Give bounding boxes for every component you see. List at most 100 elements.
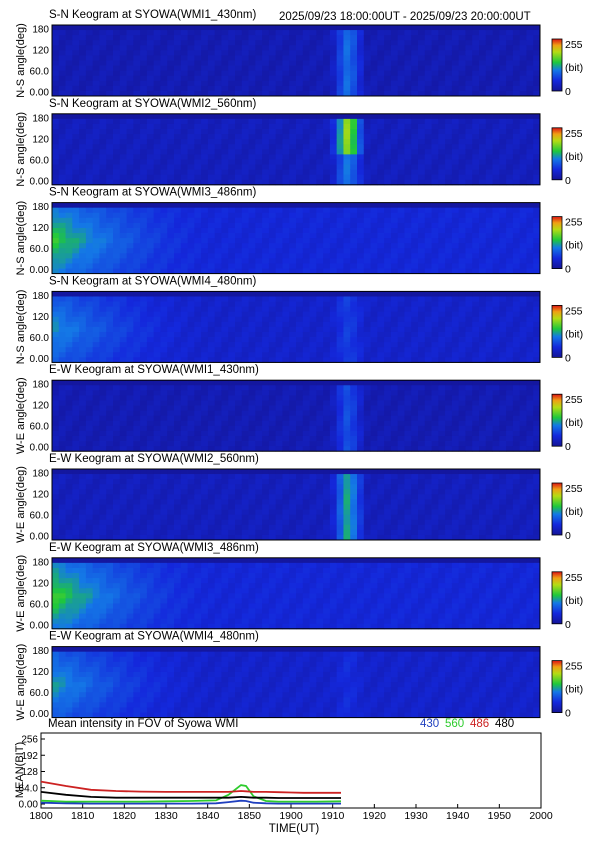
keogram-cell <box>133 446 141 452</box>
keogram-cell <box>350 35 358 41</box>
keogram-cell <box>180 80 188 87</box>
keogram-cell <box>255 134 263 140</box>
keogram-cell <box>438 306 446 313</box>
keogram-cell <box>472 113 480 120</box>
keogram-cell <box>309 405 317 412</box>
keogram-cell <box>323 306 331 313</box>
keogram-cell <box>343 40 351 46</box>
keogram-cell <box>289 311 297 318</box>
keogram-cell <box>512 306 521 313</box>
keogram-cell <box>167 258 175 264</box>
keogram-cell <box>174 410 182 417</box>
keogram-cell <box>52 248 60 254</box>
keogram-cell <box>390 202 399 209</box>
keogram-cell <box>465 50 473 56</box>
keogram-cell <box>458 174 466 181</box>
keogram-cell <box>397 306 405 313</box>
keogram-cell <box>370 400 378 406</box>
keogram-cell <box>526 144 534 150</box>
keogram-cell <box>275 420 283 427</box>
keogram-cell <box>255 169 263 176</box>
keogram-cell <box>241 400 249 406</box>
keogram-cell <box>418 149 426 155</box>
keogram-cell <box>384 342 392 348</box>
keogram-cell <box>336 154 344 160</box>
keogram-cell <box>106 301 114 308</box>
keogram-cell <box>167 248 175 254</box>
keogram-cell <box>363 301 371 308</box>
keogram-cell <box>126 35 134 41</box>
keogram-cell <box>207 55 216 61</box>
keogram-cell <box>506 50 514 56</box>
keogram-cell <box>289 430 297 437</box>
keogram-cell <box>499 316 507 323</box>
keogram-cell <box>85 55 94 61</box>
keogram-cell <box>106 80 114 87</box>
keogram-cell <box>458 337 466 343</box>
keogram-cell <box>65 169 73 176</box>
keogram-cell <box>343 35 351 41</box>
keogram-cell <box>418 80 426 87</box>
keogram-cell <box>316 441 324 447</box>
keogram-cell <box>235 154 243 160</box>
keogram-cell <box>140 425 148 432</box>
keogram-cell <box>92 415 100 422</box>
keogram-cell <box>485 55 493 61</box>
keogram-cell <box>187 430 195 437</box>
keogram-cell <box>445 420 453 427</box>
keogram-cell <box>350 174 358 181</box>
keogram-cell <box>390 415 399 422</box>
keogram-cell <box>323 258 331 264</box>
keogram-cell <box>472 139 480 145</box>
keogram-cell <box>119 144 127 150</box>
keogram-cell <box>167 357 175 363</box>
keogram-cell <box>133 30 141 36</box>
keogram-cell <box>472 144 480 150</box>
keogram-cell <box>458 227 466 234</box>
keogram-cell <box>499 90 507 97</box>
keogram-cell <box>404 420 412 427</box>
keogram-cell <box>519 45 527 51</box>
keogram-cell <box>99 410 107 417</box>
keogram-cell <box>153 390 161 396</box>
keogram-cell <box>153 380 161 386</box>
keogram-cell <box>228 301 236 308</box>
keogram-cell <box>370 35 378 41</box>
keogram-cell <box>85 118 94 125</box>
keogram-cell <box>52 342 60 348</box>
keogram-cell <box>180 50 188 56</box>
keogram-cell <box>370 311 378 318</box>
keogram-cell <box>52 301 60 308</box>
keogram-cell <box>424 65 432 72</box>
keogram-cell <box>72 435 80 442</box>
keogram-cell <box>309 410 317 417</box>
keogram-cell <box>472 25 480 31</box>
keogram-cell <box>479 296 487 302</box>
keogram-cell <box>499 306 507 313</box>
keogram-cell <box>472 35 480 41</box>
keogram-cell <box>397 25 405 31</box>
keogram-cell <box>241 212 249 219</box>
keogram-cell <box>167 217 175 224</box>
keogram-cell <box>194 316 202 323</box>
keogram-cell <box>465 321 473 328</box>
keogram-cell <box>235 420 243 427</box>
keogram-cell <box>194 65 202 72</box>
keogram-cell <box>431 311 439 318</box>
keogram-cell <box>465 238 473 244</box>
keogram-cell <box>140 342 148 348</box>
keogram-cell <box>92 420 100 427</box>
keogram-cell <box>472 134 480 140</box>
keogram-cell <box>85 301 94 308</box>
keogram-cell <box>479 390 487 396</box>
keogram-cell <box>241 60 249 66</box>
keogram-cell <box>187 80 195 87</box>
keogram-cell <box>194 45 202 51</box>
keogram-cell <box>58 268 66 274</box>
keogram-cell <box>431 243 439 249</box>
keogram-cell <box>207 30 216 36</box>
keogram-cell <box>119 123 127 130</box>
keogram-cell <box>160 435 168 442</box>
keogram-cell <box>404 60 412 66</box>
